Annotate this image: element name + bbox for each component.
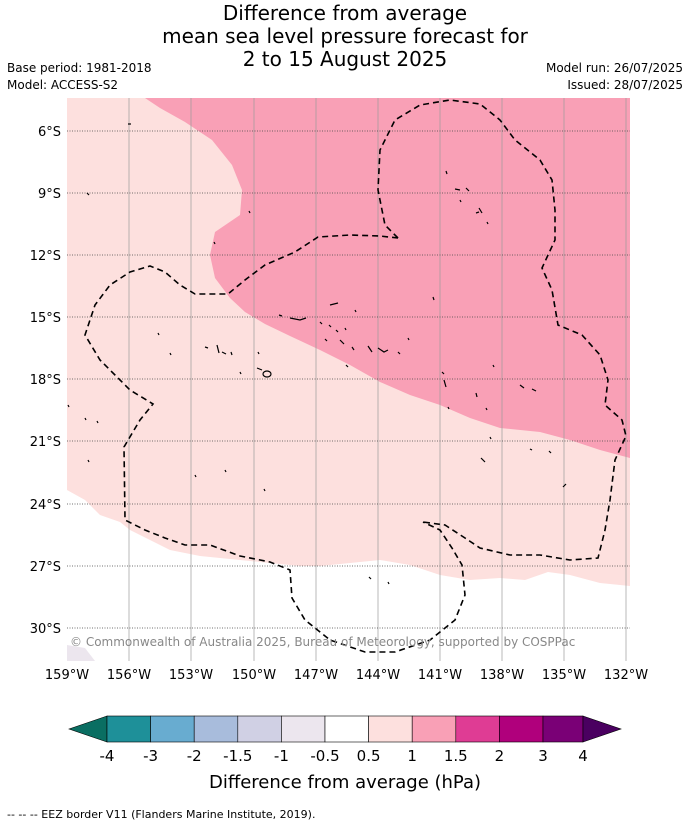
colorbar-segment (499, 715, 544, 743)
lat-label-18s: 18°S (30, 373, 61, 388)
colorbar-title: Difference from average (hPa) (209, 772, 481, 793)
eez-footnote: -- -- -- EEZ border V11 (Flanders Marine… (7, 808, 316, 821)
colorbar-label: -3 (143, 747, 158, 765)
colorbar-segment (150, 715, 195, 743)
chart-title: Difference from average mean sea level p… (0, 2, 690, 71)
colorbar-label: 2 (495, 747, 505, 765)
copyright-text: © Commonwealth of Australia 2025, Bureau… (70, 635, 575, 649)
lat-label-24s: 24°S (30, 498, 61, 513)
meta-left: Base period: 1981-2018 Model: ACCESS-S2 (7, 60, 152, 94)
colorbar-segment (368, 715, 413, 743)
colorbar-segment (106, 715, 151, 743)
colorbar-label: 4 (578, 747, 588, 765)
colorbar-label: 1 (407, 747, 417, 765)
lat-label-27s: 27°S (30, 560, 61, 575)
lat-label-9s: 9°S (38, 187, 61, 202)
colorbar-label: 1.5 (444, 747, 468, 765)
lon-label-153w: 153°W (169, 668, 213, 683)
map-area (67, 98, 630, 661)
model-name: Model: ACCESS-S2 (7, 78, 119, 92)
lat-label-30s: 30°S (30, 622, 61, 637)
anomaly-region-1-1.5 (145, 98, 630, 458)
islands (67, 123, 567, 585)
lon-label-141w: 141°W (418, 668, 462, 683)
lon-label-156w: 156°W (107, 668, 151, 683)
colorbar-segment (324, 715, 369, 743)
anomaly-region-minus0.5 (67, 645, 95, 661)
colorbar-label: -1.5 (223, 747, 252, 765)
title-line-3: 2 to 15 August 2025 (242, 47, 448, 71)
lon-label-159w: 159°W (45, 668, 89, 683)
title-line-2: mean sea level pressure forecast for (162, 24, 528, 48)
colorbar-segment (193, 715, 239, 743)
title-line-1: Difference from average (222, 1, 468, 25)
colorbar-label: -4 (100, 747, 115, 765)
lon-label-147w: 147°W (294, 668, 338, 683)
model-run: Model run: 26/07/2025 (545, 61, 683, 75)
issued-date: Issued: 28/07/2025 (567, 78, 683, 92)
colorbar-segment (411, 715, 457, 743)
colorbar-extend-low (68, 715, 108, 743)
lon-label-135w: 135°W (542, 668, 586, 683)
colorbar-label: -0.5 (310, 747, 339, 765)
gridlines (128, 98, 627, 661)
colorbar-label: 0.5 (357, 747, 381, 765)
colorbar-segment (281, 715, 326, 743)
colorbar: -4 -3 -2 -1.5 -1 -0.5 0.5 1 1.5 2 3 4 Di… (68, 715, 622, 793)
lat-label-12s: 12°S (30, 249, 61, 264)
colorbar-segment (455, 715, 500, 743)
colorbar-label: -2 (187, 747, 202, 765)
lon-label-150w: 150°W (232, 668, 276, 683)
colorbar-extend-high (582, 715, 622, 743)
lat-label-15s: 15°S (30, 311, 61, 326)
colorbar-segment (542, 715, 584, 743)
lon-label-132w: 132°W (604, 668, 648, 683)
colorbar-label: 3 (538, 747, 548, 765)
lat-labels: 6°S 9°S 12°S 15°S 18°S 21°S 24°S 27°S 30… (30, 125, 61, 637)
lat-label-21s: 21°S (30, 435, 61, 450)
base-period: Base period: 1981-2018 (7, 61, 152, 75)
lon-label-144w: 144°W (356, 668, 400, 683)
meta-right: Model run: 26/07/2025 Issued: 28/07/2025 (546, 60, 683, 94)
eez-borders (84, 99, 627, 653)
lat-label-6s: 6°S (38, 125, 61, 140)
colorbar-label: -1 (274, 747, 289, 765)
lon-label-138w: 138°W (480, 668, 524, 683)
colorbar-segment (237, 715, 282, 743)
lon-labels: 159°W 156°W 153°W 150°W 147°W 144°W 141°… (45, 668, 648, 683)
